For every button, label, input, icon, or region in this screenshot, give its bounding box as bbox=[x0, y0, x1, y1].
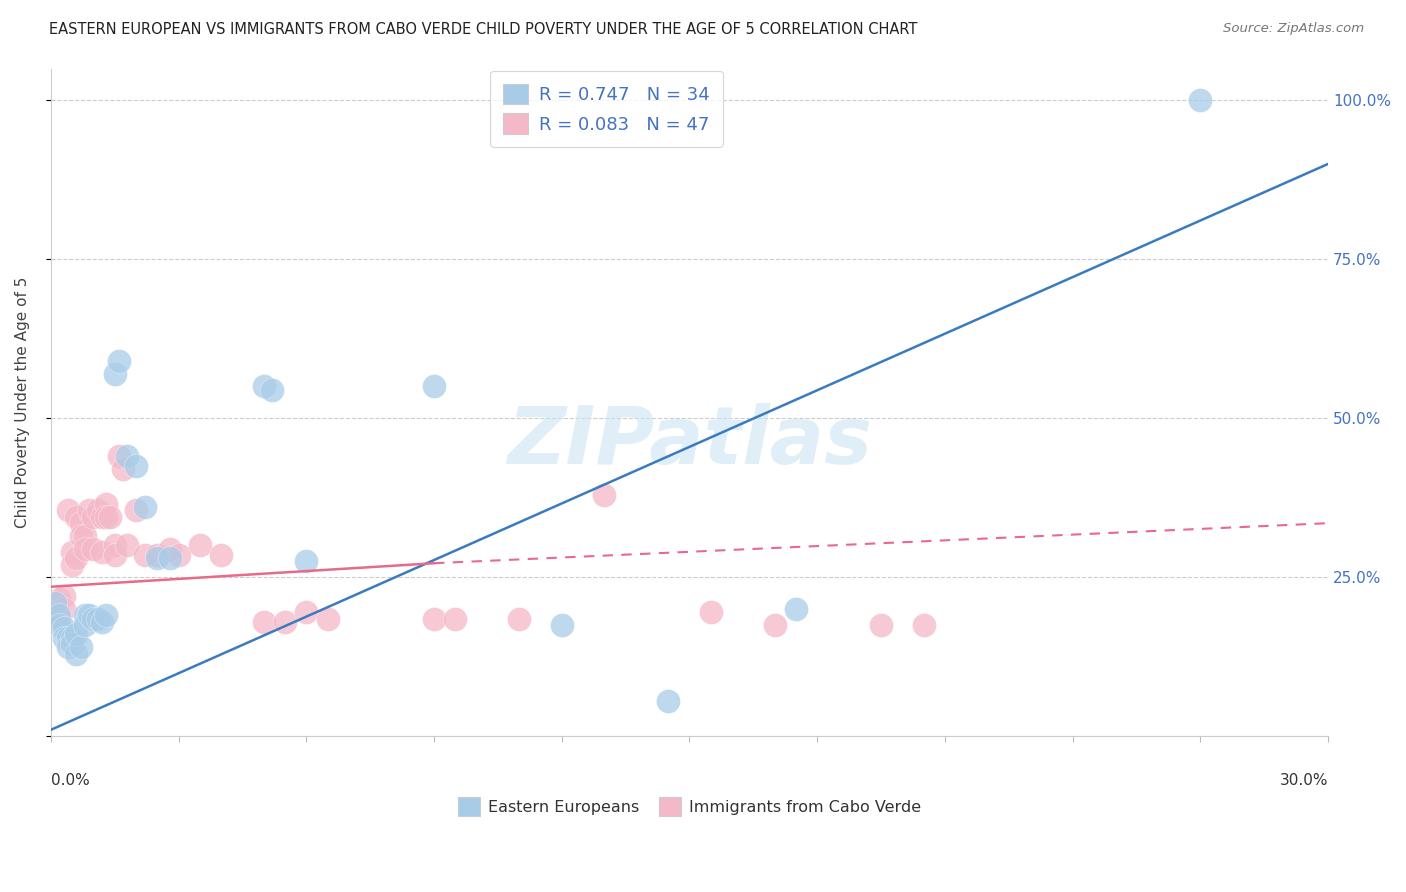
Legend: Eastern Europeans, Immigrants from Cabo Verde: Eastern Europeans, Immigrants from Cabo … bbox=[451, 791, 928, 822]
Point bbox=[104, 548, 127, 562]
Point bbox=[96, 497, 118, 511]
Point bbox=[108, 450, 131, 464]
Point bbox=[295, 605, 318, 619]
Point bbox=[188, 538, 211, 552]
Point bbox=[912, 618, 935, 632]
Point bbox=[48, 592, 70, 607]
Point bbox=[508, 611, 530, 625]
Point bbox=[700, 605, 723, 619]
Point bbox=[104, 538, 127, 552]
Point bbox=[90, 545, 112, 559]
Text: 30.0%: 30.0% bbox=[1279, 772, 1329, 788]
Point bbox=[763, 618, 786, 632]
Point bbox=[65, 551, 87, 566]
Point bbox=[423, 379, 446, 393]
Point bbox=[65, 509, 87, 524]
Point bbox=[44, 596, 66, 610]
Point bbox=[785, 602, 807, 616]
Point bbox=[60, 545, 83, 559]
Point bbox=[159, 551, 181, 566]
Point bbox=[593, 487, 616, 501]
Point bbox=[209, 548, 232, 562]
Point bbox=[125, 458, 148, 473]
Point bbox=[90, 509, 112, 524]
Point bbox=[134, 500, 156, 515]
Point bbox=[56, 503, 79, 517]
Point bbox=[104, 367, 127, 381]
Point bbox=[73, 608, 96, 623]
Point bbox=[73, 529, 96, 543]
Point bbox=[82, 541, 104, 556]
Text: 0.0%: 0.0% bbox=[51, 772, 90, 788]
Point bbox=[73, 541, 96, 556]
Text: ZIPatlas: ZIPatlas bbox=[508, 403, 872, 482]
Point bbox=[1189, 93, 1212, 107]
Point bbox=[295, 554, 318, 568]
Point bbox=[125, 503, 148, 517]
Point bbox=[60, 631, 83, 645]
Point bbox=[65, 647, 87, 661]
Point bbox=[48, 611, 70, 625]
Point bbox=[44, 602, 66, 616]
Point bbox=[117, 538, 139, 552]
Point bbox=[48, 618, 70, 632]
Point bbox=[423, 611, 446, 625]
Point bbox=[96, 608, 118, 623]
Point bbox=[134, 548, 156, 562]
Point bbox=[870, 618, 893, 632]
Point bbox=[117, 450, 139, 464]
Point bbox=[56, 631, 79, 645]
Point bbox=[60, 558, 83, 572]
Point bbox=[146, 548, 169, 562]
Point bbox=[108, 354, 131, 368]
Point bbox=[52, 631, 75, 645]
Point bbox=[96, 509, 118, 524]
Point bbox=[657, 694, 679, 708]
Point bbox=[316, 611, 339, 625]
Point bbox=[82, 509, 104, 524]
Point bbox=[65, 627, 87, 641]
Point bbox=[112, 462, 135, 476]
Point bbox=[167, 548, 190, 562]
Point bbox=[69, 529, 91, 543]
Point bbox=[159, 541, 181, 556]
Text: Source: ZipAtlas.com: Source: ZipAtlas.com bbox=[1223, 22, 1364, 36]
Point bbox=[444, 611, 467, 625]
Point bbox=[551, 618, 574, 632]
Y-axis label: Child Poverty Under the Age of 5: Child Poverty Under the Age of 5 bbox=[15, 277, 30, 528]
Point bbox=[86, 611, 108, 625]
Point bbox=[253, 615, 276, 629]
Point bbox=[69, 640, 91, 655]
Point bbox=[48, 608, 70, 623]
Point bbox=[56, 640, 79, 655]
Point bbox=[82, 611, 104, 625]
Point bbox=[262, 383, 284, 397]
Point bbox=[77, 503, 100, 517]
Point bbox=[146, 551, 169, 566]
Point bbox=[100, 509, 122, 524]
Text: EASTERN EUROPEAN VS IMMIGRANTS FROM CABO VERDE CHILD POVERTY UNDER THE AGE OF 5 : EASTERN EUROPEAN VS IMMIGRANTS FROM CABO… bbox=[49, 22, 918, 37]
Point bbox=[52, 602, 75, 616]
Point bbox=[77, 608, 100, 623]
Point bbox=[52, 589, 75, 603]
Point bbox=[86, 503, 108, 517]
Point bbox=[69, 516, 91, 531]
Point bbox=[52, 621, 75, 635]
Point bbox=[60, 637, 83, 651]
Point bbox=[253, 379, 276, 393]
Point bbox=[274, 615, 297, 629]
Point bbox=[73, 618, 96, 632]
Point bbox=[90, 615, 112, 629]
